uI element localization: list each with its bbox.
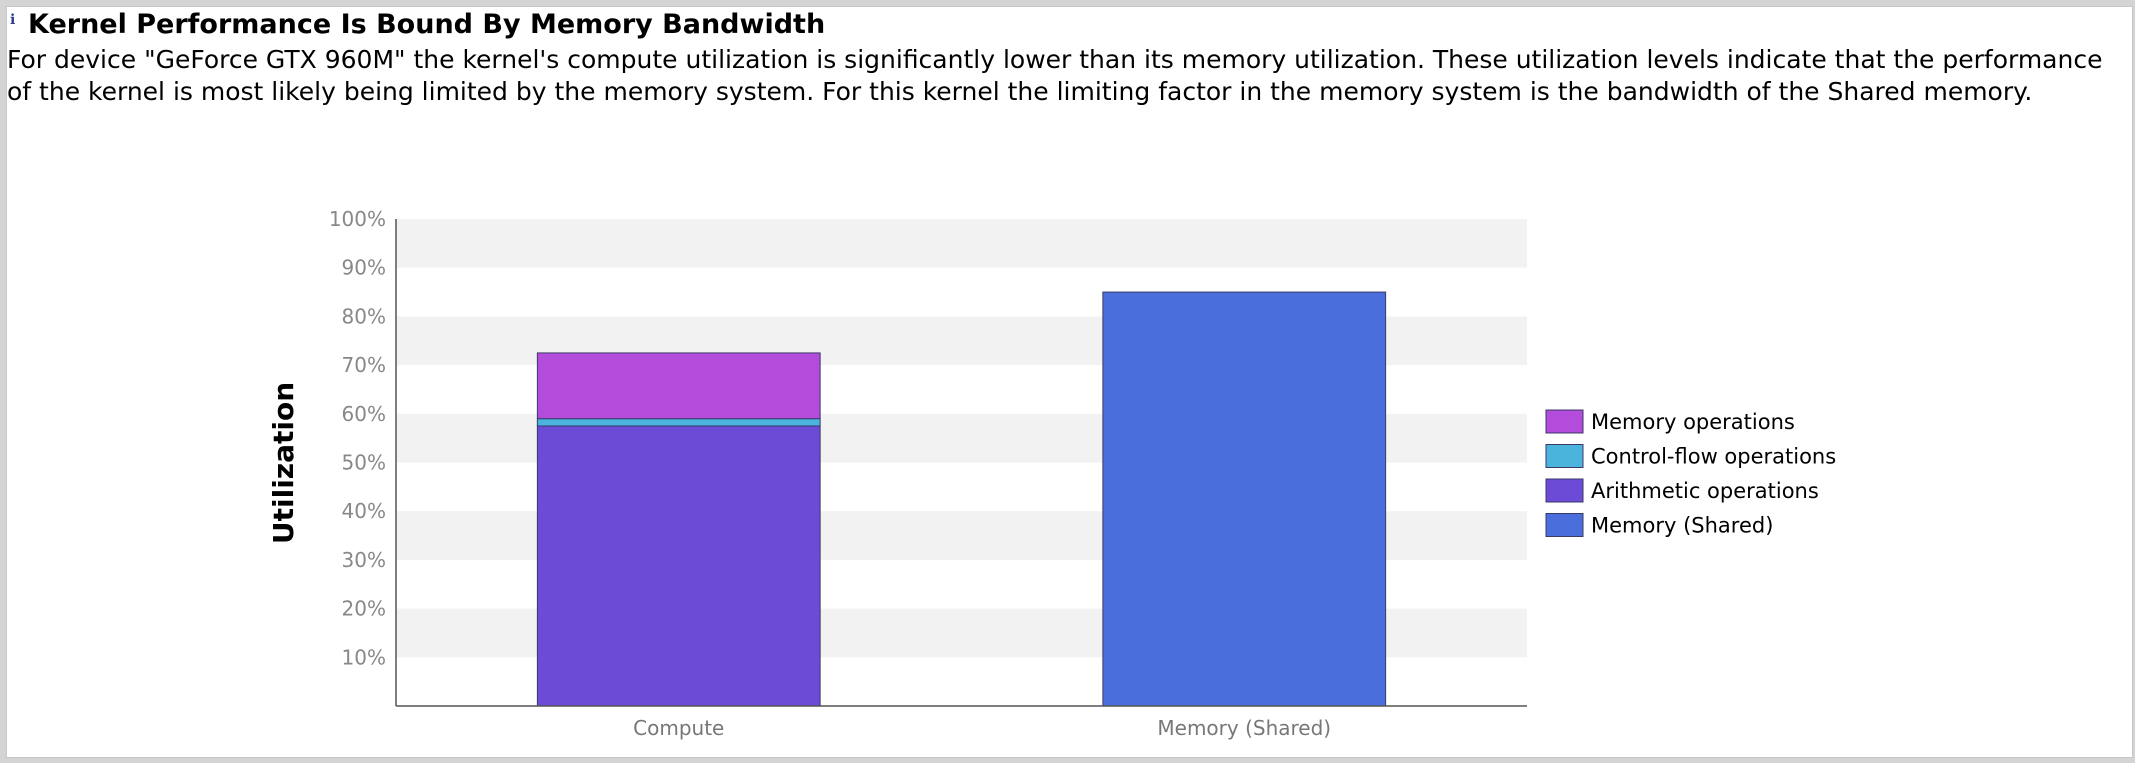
grid-band xyxy=(396,219,1527,268)
bar-segment xyxy=(536,352,821,420)
y-tick-label: 20% xyxy=(342,597,386,621)
legend-swatch xyxy=(1545,409,1584,434)
y-tick-label: 90% xyxy=(342,256,386,280)
bar-segment xyxy=(536,425,821,707)
bar-segment xyxy=(536,418,821,427)
legend-swatch xyxy=(1545,444,1584,468)
legend-label: Arithmetic operations xyxy=(1591,479,1819,503)
y-tick-label: 70% xyxy=(342,353,386,377)
y-tick-label: 10% xyxy=(342,645,386,669)
legend-swatch xyxy=(1545,478,1584,503)
bar-segment xyxy=(1102,291,1387,707)
y-tick-label: 50% xyxy=(342,451,386,475)
x-category-label: Compute xyxy=(633,716,724,740)
y-tick-label: 100% xyxy=(329,207,386,231)
section-description: For device "GeForce GTX 960M" the kernel… xyxy=(7,45,2103,106)
legend-label: Memory operations xyxy=(1591,410,1795,434)
legend-label: Control-flow operations xyxy=(1591,445,1836,469)
x-category-label: Memory (Shared) xyxy=(1157,716,1331,740)
legend-swatch xyxy=(1545,513,1584,537)
legend-label: Memory (Shared) xyxy=(1591,514,1773,538)
y-axis-title: Utilization xyxy=(267,382,300,544)
section-heading: Kernel Performance Is Bound By Memory Ba… xyxy=(28,9,826,40)
y-tick-label: 40% xyxy=(342,499,386,523)
y-tick-label: 30% xyxy=(342,548,386,572)
info-icon: ℹ xyxy=(10,12,16,28)
y-tick-label: 60% xyxy=(342,402,386,426)
y-tick-label: 80% xyxy=(342,304,386,328)
